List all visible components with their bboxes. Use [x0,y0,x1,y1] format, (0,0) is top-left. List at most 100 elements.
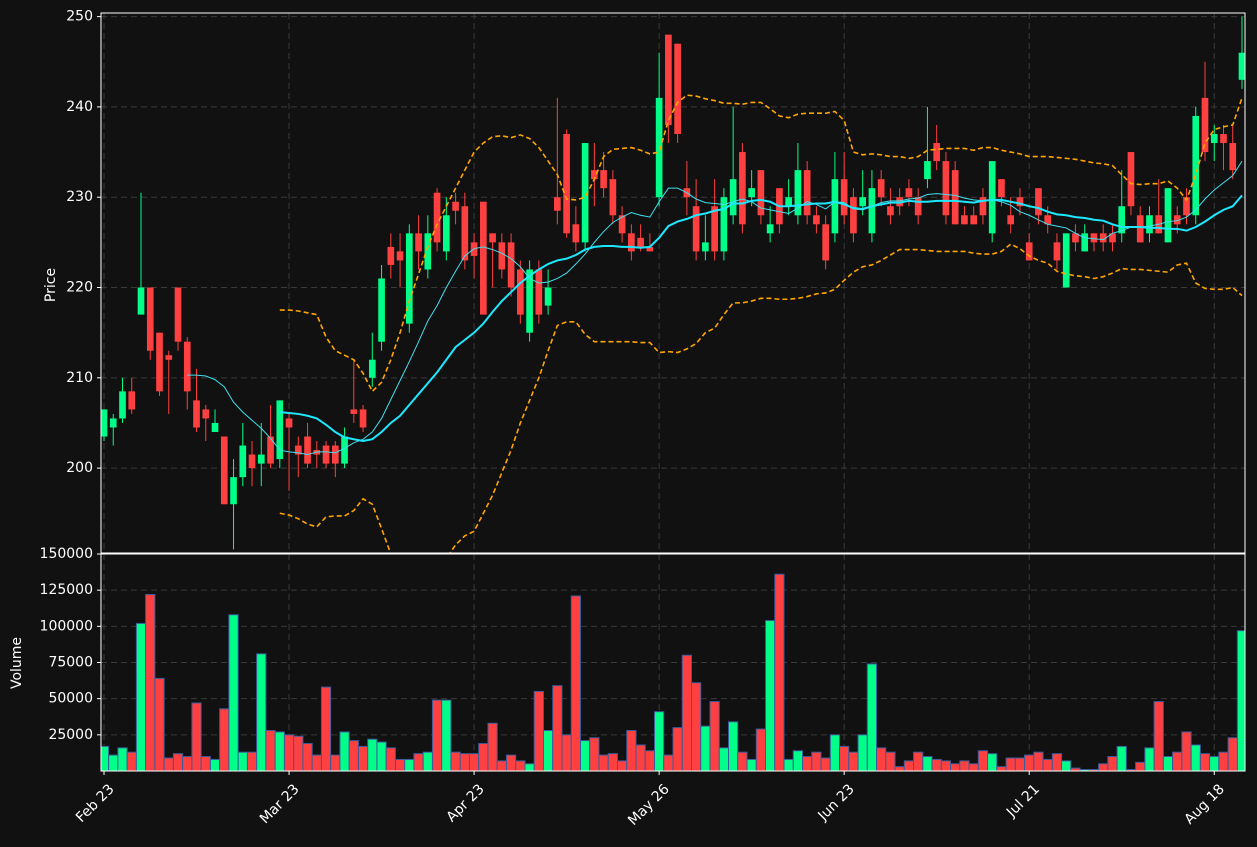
volume-bar [209,758,221,771]
candle-body [702,242,709,252]
volume-bar [644,750,655,771]
candle-body [739,152,746,225]
candle-body [998,179,1005,198]
volume-bar [348,740,359,771]
candle-body [489,233,496,243]
volume-bar [496,760,507,771]
volume-tick-label: 25000 [48,727,93,743]
candle-body [165,355,173,360]
candle-body [461,206,469,261]
volume-bar [293,735,304,771]
volume-bar [394,758,406,771]
volume-bar [728,721,739,771]
volume-bar [1098,763,1109,771]
candle-body [831,179,839,234]
candle-body [1053,242,1061,261]
candle-body [1210,134,1218,144]
volume-tick-label: 150000 [40,546,93,562]
volume-bar [1144,747,1155,771]
candle-body [933,143,941,162]
y-tick-label: 220 [66,280,93,296]
candle-body [156,332,163,392]
y-tick-label: 200 [66,460,93,476]
volume-bar [570,595,581,771]
volume-bar [1181,731,1192,771]
candle-body [193,400,200,428]
volume-bar [256,653,267,771]
overlay-line [279,243,1243,553]
volume-bar [894,766,905,771]
volume-bar [450,751,461,771]
candle-body [341,436,348,464]
candle-body [294,445,302,455]
volume-tick-label: 75000 [48,655,93,671]
volume-bar [505,754,517,771]
volume-bar [1135,761,1146,771]
volume-bar [1227,737,1238,771]
candle-body [1109,233,1116,243]
volume-bar [839,745,850,771]
volume-bar [1014,757,1026,771]
volume-bar [857,734,868,771]
volume-bar [552,685,563,771]
candle-body [600,170,607,189]
candle-body [405,233,413,324]
volume-bar [515,760,526,771]
volume-bar [1162,756,1174,771]
candle-body [276,400,284,460]
candle-body [1183,197,1190,216]
volume-bar [866,663,878,771]
volume-bar [237,751,248,771]
candle-body [572,224,580,243]
candle-body [285,418,293,428]
volume-bar [376,741,387,771]
price-frame [100,12,1246,554]
volume-bar [802,756,813,771]
candle-body [526,269,533,333]
volume-bar [542,729,554,771]
volume-bar [700,725,711,771]
candle-body [591,170,598,180]
candle-body [581,143,589,243]
candle-body [850,197,857,234]
volume-bar [811,751,822,771]
volume-bar [709,701,720,771]
volume-bar [950,763,961,771]
candle-body [248,454,256,469]
volume-bar [404,758,415,771]
volume-bar [1042,758,1053,771]
volume-bar [145,594,156,771]
volume-bar [737,751,748,771]
overlay-line [279,94,1243,393]
volume-bar [765,620,776,771]
candle-body [840,179,848,216]
candle-body [554,197,561,211]
volume-bar [663,754,674,771]
candle-body [1072,233,1079,243]
volume-bar [931,758,942,771]
candle-body [1127,152,1135,207]
candle-body [942,161,950,216]
volume-bar [274,731,285,771]
candle-body [415,233,422,252]
volume-bar [219,708,230,771]
volume-bar [126,751,137,771]
candle-body [239,445,247,478]
volume-bar [968,763,979,771]
candle-body [535,269,543,315]
volume-bar [163,757,174,771]
candle-body [442,215,450,252]
candle-body [711,206,718,252]
candle-body [655,97,663,198]
price-panel [101,16,1245,553]
candle-body [498,242,506,270]
candle-body [646,246,654,252]
volume-bar [487,722,498,771]
volume-bar [783,758,794,771]
volume-bar [607,753,618,771]
volume-bar [681,654,693,771]
candle-body [109,418,117,428]
candle-body [609,179,617,216]
volume-bar [1051,753,1063,771]
